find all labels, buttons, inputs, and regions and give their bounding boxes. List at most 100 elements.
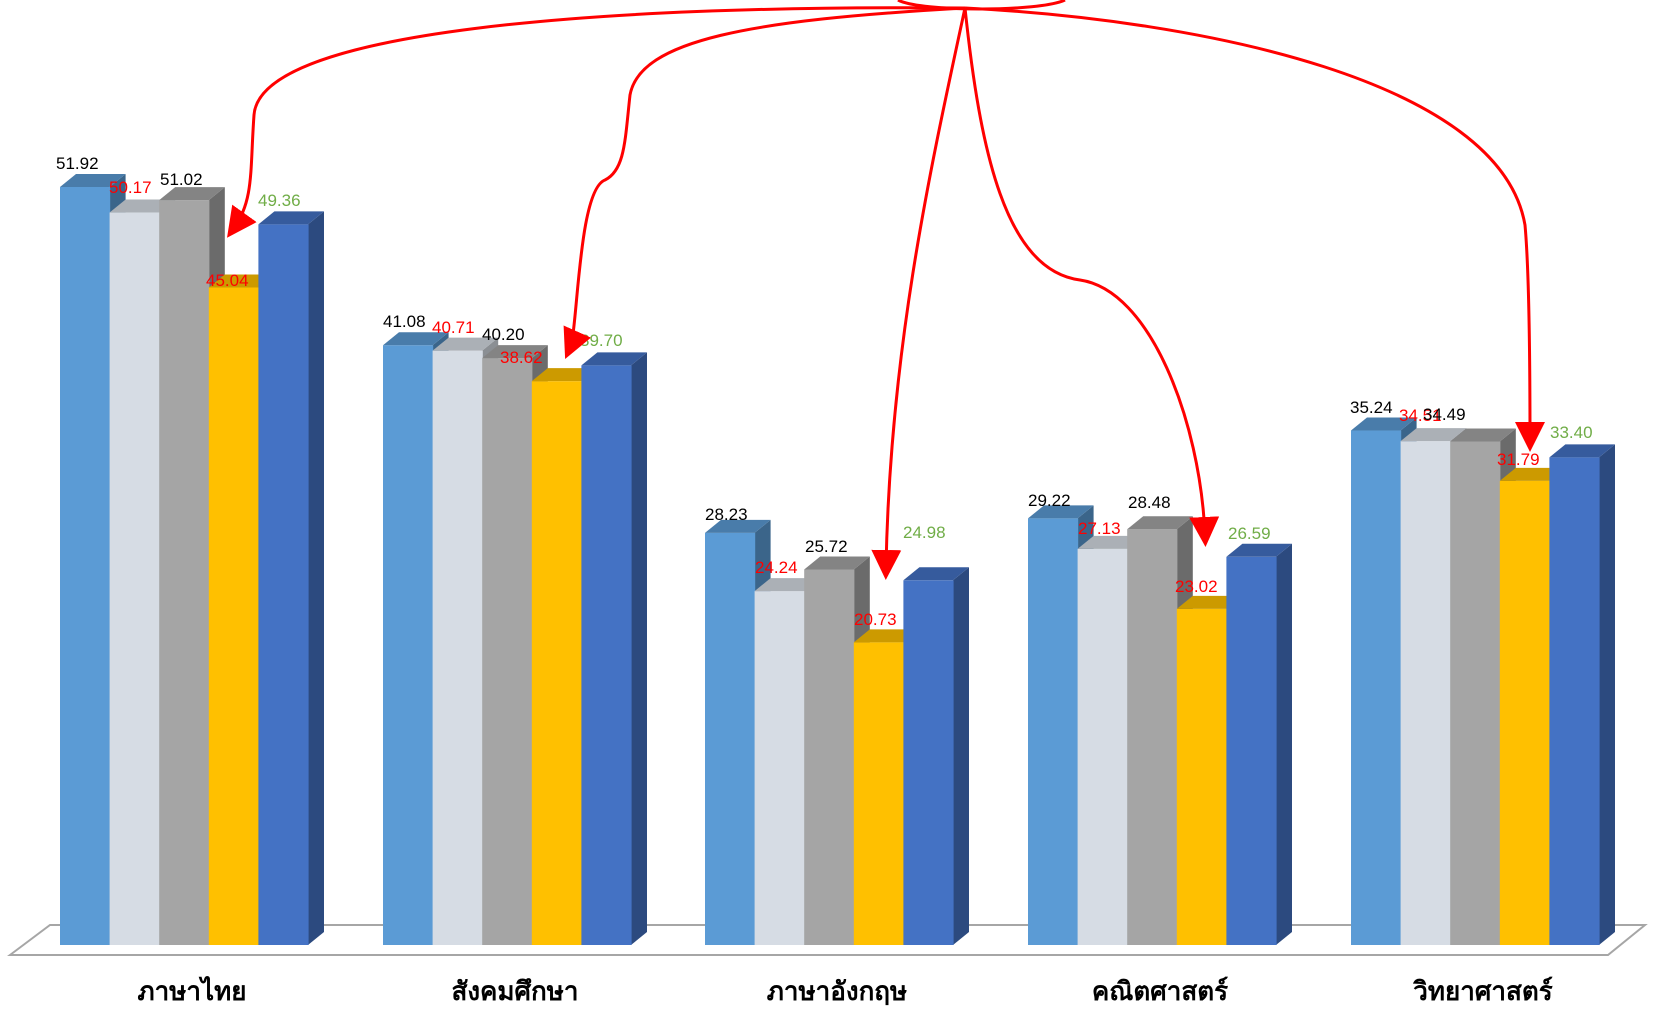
category-label: คณิตศาสตร์: [1092, 976, 1228, 1007]
chart-floor-outline: [7, 924, 1648, 956]
bar-top: [1400, 428, 1467, 442]
bar-top: [1127, 516, 1193, 530]
bar-front: [60, 187, 111, 945]
data-label: 40.20: [482, 325, 525, 344]
bar-front: [258, 224, 309, 946]
bar-top: [383, 332, 449, 346]
bar-top: [159, 187, 225, 201]
bar-front: [1499, 480, 1550, 945]
data-label: 24.98: [903, 523, 946, 542]
bar: [1549, 444, 1615, 945]
category-labels-layer: ภาษาไทย สังคมศึกษา ภาษาอังกฤษ คณิตศาสตร์ วิท…: [138, 975, 1553, 1007]
data-label: 29.22: [1028, 491, 1071, 510]
bar-top: [208, 274, 275, 288]
bar-front: [531, 381, 582, 945]
bar-top: [1028, 505, 1094, 519]
data-label: 34.49: [1423, 405, 1466, 424]
bar-front: [432, 350, 483, 946]
bar-front: [1077, 548, 1128, 945]
chart-floor: [7, 924, 1648, 956]
bars-layer: [60, 174, 1615, 946]
category-label: สังคมศึกษา: [451, 977, 578, 1007]
bar-front: [1450, 441, 1501, 945]
category-label: ภาษาอังกฤษ: [767, 977, 907, 1007]
data-label: 35.24: [1350, 398, 1393, 417]
data-label: 39.70: [580, 331, 623, 350]
bar-side: [953, 567, 969, 945]
bar-front: [1226, 556, 1277, 945]
data-label: 23.02: [1175, 577, 1218, 596]
bar: [581, 352, 647, 945]
data-label: 26.59: [1228, 524, 1271, 543]
bar-group: [1351, 417, 1615, 946]
annotation-arrow: [963, 7, 1220, 547]
bar-front: [1549, 457, 1600, 945]
bar-front: [1127, 529, 1178, 945]
bar-front: [1400, 441, 1451, 945]
bar-top: [853, 629, 920, 643]
data-label: 41.08: [383, 312, 426, 331]
bar: [1226, 543, 1292, 945]
bar: [258, 211, 324, 946]
bar-top: [903, 567, 969, 581]
bar-top: [531, 368, 598, 382]
bar-side: [308, 211, 324, 946]
data-label: 28.23: [705, 505, 748, 524]
value-labels-layer: 51.92 50.17 51.02 45.04 49.36 41.08 40.71 40.20…: [56, 154, 1593, 629]
annotation-arrow: [964, 6, 1545, 452]
bar-front: [1351, 430, 1402, 946]
bar-front: [1028, 518, 1079, 945]
data-label: 51.02: [160, 170, 203, 189]
bar-top: [1176, 595, 1243, 609]
data-label: 38.62: [500, 348, 543, 367]
bar-top: [1499, 467, 1566, 481]
bar-top: [109, 199, 176, 213]
bar-front: [208, 287, 259, 946]
data-label: 40.71: [432, 318, 475, 337]
bar-front: [109, 212, 160, 945]
bar-front: [482, 358, 533, 946]
bar-top: [804, 556, 870, 570]
data-label: 28.48: [1128, 493, 1171, 512]
data-label: 24.24: [755, 558, 798, 577]
bar-top: [705, 519, 771, 533]
bar-front: [383, 345, 434, 945]
data-label: 33.40: [1550, 423, 1593, 442]
bar-top: [258, 211, 324, 225]
bar-top: [1077, 535, 1144, 549]
data-label: 50.17: [109, 178, 152, 197]
category-label: ภาษาไทย: [138, 975, 247, 1007]
bar-top: [1549, 444, 1615, 458]
bar-group: [60, 174, 324, 946]
category-label: วิทยาศาสตร์: [1413, 976, 1553, 1007]
bar: [903, 567, 969, 945]
bar-front: [705, 532, 756, 945]
bar-side: [631, 352, 647, 945]
data-label: 49.36: [258, 191, 301, 210]
data-label: 27.13: [1078, 519, 1121, 538]
bar-front: [804, 569, 855, 945]
bar-group: [705, 519, 969, 945]
data-label: 51.92: [56, 154, 99, 173]
annotation-arrow: [871, 7, 967, 580]
bar-side: [1276, 543, 1292, 945]
bar-top: [1450, 428, 1516, 442]
data-label: 34.51: [1399, 406, 1442, 425]
bar-side: [1599, 444, 1615, 945]
bar-front: [1176, 608, 1227, 945]
annotation-arrow: [227, 6, 966, 238]
bar-front: [581, 365, 632, 945]
bar-front: [853, 642, 904, 945]
bar-front: [903, 580, 954, 945]
data-label: 25.72: [805, 537, 848, 556]
bar-top: [432, 337, 499, 351]
bar-front: [159, 200, 210, 945]
bar-front: [754, 591, 805, 945]
bar-top: [581, 352, 647, 366]
annotation-arrows: [227, 0, 1545, 580]
data-label: 45.04: [206, 271, 249, 290]
data-label: 20.73: [854, 610, 897, 629]
bar-top: [1226, 543, 1292, 557]
annotation-origin-loop: [897, 0, 1066, 11]
